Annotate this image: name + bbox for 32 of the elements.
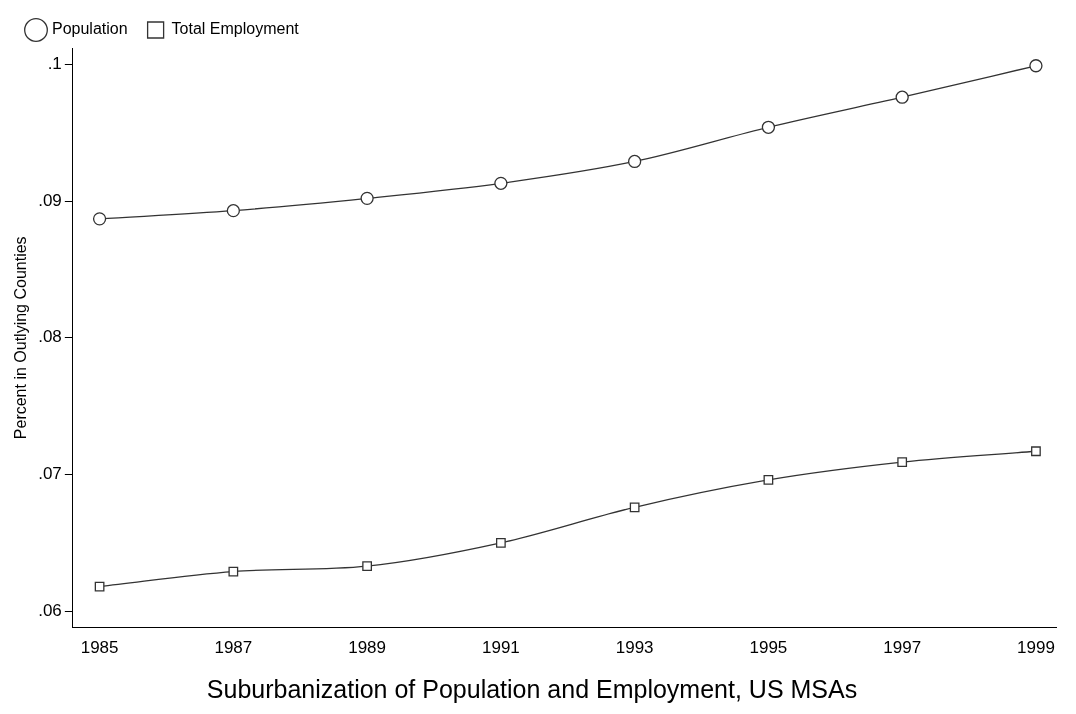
point bbox=[228, 566, 239, 577]
legend-label: Total Employment bbox=[171, 20, 300, 38]
text: Suburbanization of Population and Employment, US MSAs bbox=[206, 674, 858, 703]
x-tick-label: 1989 bbox=[348, 638, 387, 658]
y-tick-label: .07 bbox=[38, 464, 62, 484]
point bbox=[92, 212, 107, 226]
point bbox=[226, 204, 240, 218]
x-tick-label: 1991 bbox=[481, 638, 520, 658]
point bbox=[1029, 59, 1043, 73]
y-tick-label: .1 bbox=[47, 54, 62, 74]
point bbox=[494, 176, 508, 190]
x-tick-label: 1997 bbox=[883, 638, 922, 658]
x-tick-label: 1999 bbox=[1017, 638, 1055, 658]
legend-label: Population bbox=[52, 20, 128, 38]
x-tick-label: 1985 bbox=[80, 638, 119, 658]
point bbox=[763, 475, 774, 485]
point bbox=[360, 191, 374, 206]
point bbox=[495, 537, 506, 548]
point bbox=[895, 90, 909, 104]
point bbox=[897, 457, 908, 468]
point bbox=[627, 154, 642, 169]
point bbox=[629, 502, 640, 513]
x-tick-label: 1995 bbox=[749, 638, 788, 658]
x-tick-label: 1987 bbox=[214, 638, 253, 658]
y-tick-label: .09 bbox=[38, 190, 62, 210]
point bbox=[761, 120, 776, 134]
y-tick-label: .08 bbox=[38, 327, 62, 347]
x-tick-label: 1993 bbox=[615, 638, 654, 658]
y-tick-label: .06 bbox=[38, 600, 62, 620]
point bbox=[1031, 446, 1041, 457]
y-axis-title: Percent in Outlying Counties bbox=[12, 236, 30, 440]
point bbox=[362, 561, 373, 571]
